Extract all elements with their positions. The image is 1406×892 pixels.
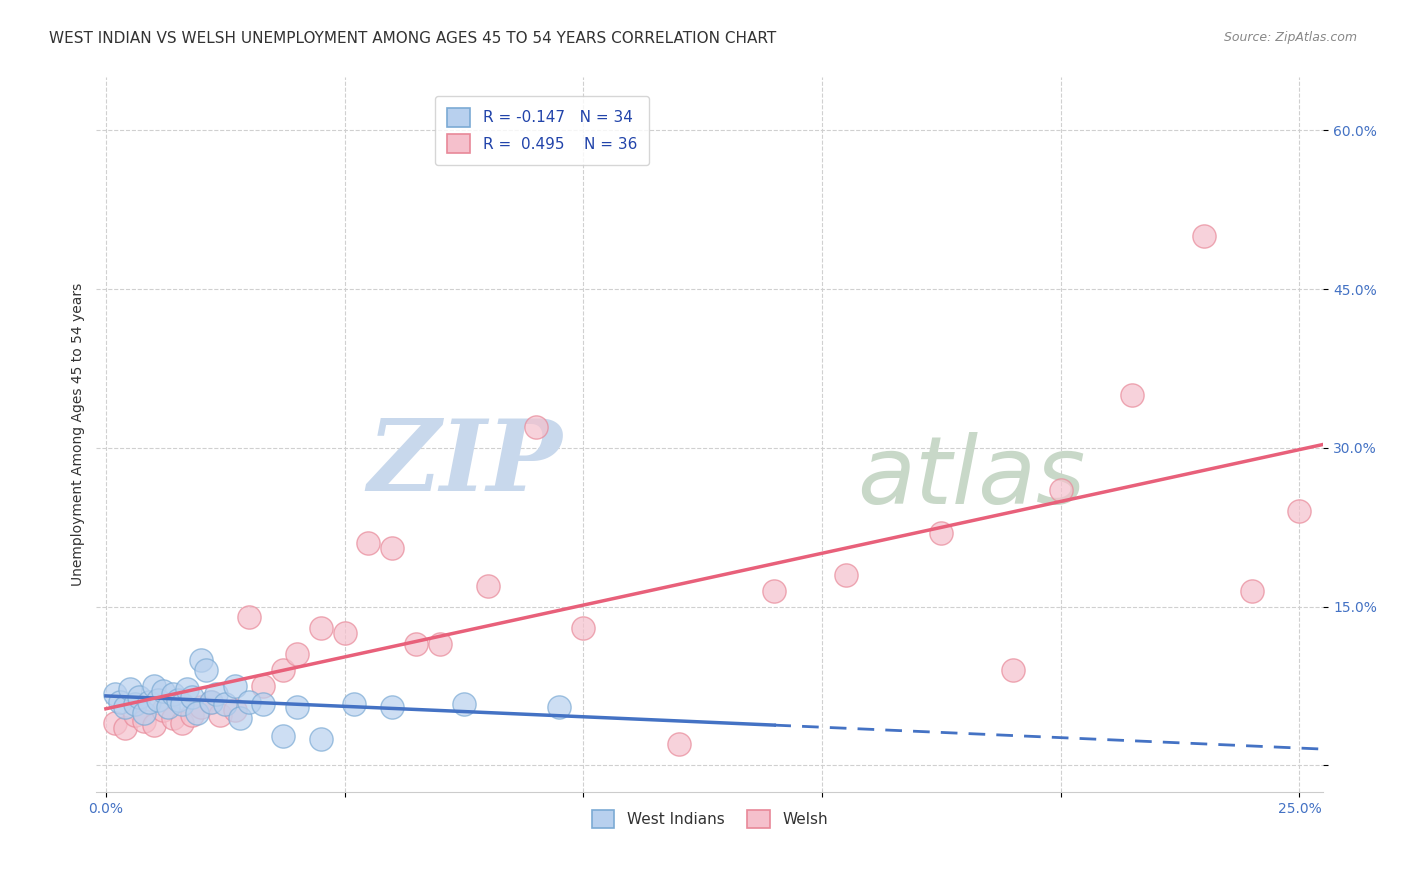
Point <box>271 663 294 677</box>
Point <box>156 700 179 714</box>
Point <box>124 697 146 711</box>
Point <box>200 695 222 709</box>
Point <box>357 536 380 550</box>
Point <box>1121 388 1143 402</box>
Point <box>180 690 202 704</box>
Point <box>271 729 294 743</box>
Point <box>104 686 127 700</box>
Point <box>142 679 165 693</box>
Point <box>405 637 427 651</box>
Point <box>343 697 366 711</box>
Point <box>162 711 184 725</box>
Point <box>1001 663 1024 677</box>
Point <box>835 568 858 582</box>
Point <box>118 682 141 697</box>
Point <box>252 697 274 711</box>
Point <box>214 697 236 711</box>
Point <box>132 714 155 728</box>
Point <box>200 695 222 709</box>
Point <box>176 682 198 697</box>
Point <box>110 695 132 709</box>
Point <box>453 697 475 711</box>
Point <box>148 693 170 707</box>
Point <box>1240 583 1263 598</box>
Point <box>1049 483 1071 498</box>
Point <box>204 686 226 700</box>
Point <box>763 583 786 598</box>
Point <box>152 703 174 717</box>
Point <box>190 653 212 667</box>
Point <box>138 695 160 709</box>
Point <box>429 637 451 651</box>
Point <box>114 722 136 736</box>
Point <box>162 686 184 700</box>
Point <box>104 716 127 731</box>
Y-axis label: Unemployment Among Ages 45 to 54 years: Unemployment Among Ages 45 to 54 years <box>72 283 86 586</box>
Point <box>209 707 232 722</box>
Point <box>142 718 165 732</box>
Point <box>285 700 308 714</box>
Point <box>1288 504 1310 518</box>
Point <box>180 707 202 722</box>
Point <box>931 525 953 540</box>
Point <box>238 695 260 709</box>
Text: Source: ZipAtlas.com: Source: ZipAtlas.com <box>1223 31 1357 45</box>
Text: ZIP: ZIP <box>367 415 562 511</box>
Point <box>224 679 246 693</box>
Point <box>252 679 274 693</box>
Text: WEST INDIAN VS WELSH UNEMPLOYMENT AMONG AGES 45 TO 54 YEARS CORRELATION CHART: WEST INDIAN VS WELSH UNEMPLOYMENT AMONG … <box>49 31 776 46</box>
Point <box>186 706 208 720</box>
Point <box>668 737 690 751</box>
Point <box>548 700 571 714</box>
Point <box>166 693 188 707</box>
Point <box>228 711 250 725</box>
Point <box>132 706 155 720</box>
Point <box>381 541 404 556</box>
Point <box>309 621 332 635</box>
Point <box>477 578 499 592</box>
Legend: West Indians, Welsh: West Indians, Welsh <box>585 804 834 834</box>
Point <box>195 663 218 677</box>
Point <box>114 700 136 714</box>
Point <box>1192 229 1215 244</box>
Point <box>309 732 332 747</box>
Point <box>238 610 260 624</box>
Point <box>172 697 194 711</box>
Point <box>128 690 150 704</box>
Point <box>381 700 404 714</box>
Point <box>333 626 356 640</box>
Point <box>524 419 547 434</box>
Point <box>190 700 212 714</box>
Point <box>172 716 194 731</box>
Text: atlas: atlas <box>858 432 1085 523</box>
Point <box>285 648 308 662</box>
Point <box>152 684 174 698</box>
Point <box>572 621 595 635</box>
Point <box>224 703 246 717</box>
Point <box>124 707 146 722</box>
